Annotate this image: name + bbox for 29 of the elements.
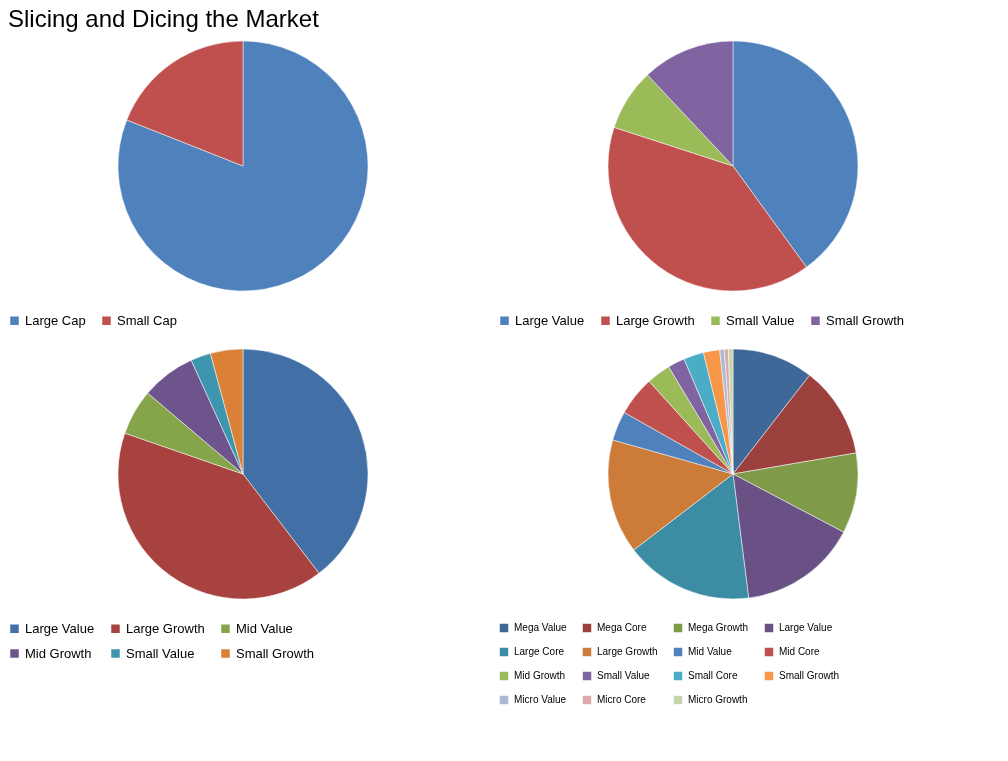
legend-label: Small Value <box>726 312 795 328</box>
legend-label: Micro Core <box>597 694 647 705</box>
legend-label: Large Value <box>25 620 95 636</box>
legend-label: Mega Value <box>514 622 568 633</box>
legend-label: Small Growth <box>779 670 840 681</box>
legend-label: Mid Growth <box>514 670 566 681</box>
legend-label: Mid Value <box>688 646 733 657</box>
legend-label: Small Core <box>688 670 738 681</box>
legend-label: Small Value <box>597 670 651 681</box>
legend-label: Micro Value <box>514 694 567 705</box>
chart-title: Slicing and Dicing the Market <box>8 5 320 32</box>
legend-label: Large Core <box>514 646 565 657</box>
legend-label: Mid Core <box>779 646 820 657</box>
legend-label: Micro Growth <box>688 694 748 705</box>
legend-label: Large Growth <box>126 620 205 636</box>
legend-label: Mega Growth <box>688 622 749 633</box>
legend-label: Small Growth <box>826 312 905 328</box>
legend-label: Mega Core <box>597 622 647 633</box>
legend-label: Large Value <box>779 622 833 633</box>
legend-label: Large Value <box>515 312 585 328</box>
pie-slice <box>117 40 369 292</box>
legend-label: Mid Value <box>236 620 293 636</box>
legend-label: Large Growth <box>597 646 658 657</box>
legend-label: Small Growth <box>236 645 315 661</box>
legend-label: Mid Growth <box>25 645 92 661</box>
legend-label: Small Value <box>126 645 195 661</box>
legend-label: Small Cap <box>117 312 177 328</box>
legend-label: Large Growth <box>616 312 695 328</box>
legend-label: Large Cap <box>25 312 86 328</box>
